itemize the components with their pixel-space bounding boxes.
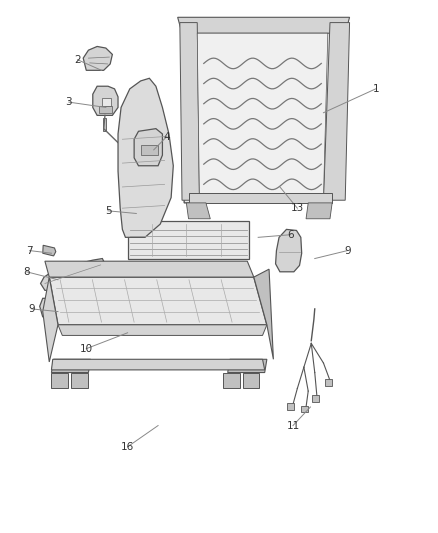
Polygon shape	[83, 46, 113, 70]
FancyBboxPatch shape	[71, 373, 88, 389]
Polygon shape	[40, 298, 79, 317]
Polygon shape	[180, 22, 199, 200]
Polygon shape	[51, 359, 91, 373]
FancyBboxPatch shape	[243, 373, 259, 389]
Polygon shape	[49, 277, 267, 325]
Polygon shape	[323, 22, 350, 200]
Text: 13: 13	[291, 203, 304, 213]
Text: 6: 6	[287, 230, 294, 240]
Text: 4: 4	[163, 132, 170, 142]
Polygon shape	[41, 259, 105, 290]
Text: 9: 9	[344, 246, 351, 256]
Text: 1: 1	[372, 84, 379, 94]
Text: 11: 11	[286, 421, 300, 431]
FancyBboxPatch shape	[102, 99, 111, 107]
FancyBboxPatch shape	[51, 373, 68, 389]
Polygon shape	[182, 22, 345, 203]
Polygon shape	[134, 128, 162, 166]
Polygon shape	[45, 261, 254, 277]
FancyBboxPatch shape	[223, 373, 240, 389]
Polygon shape	[186, 203, 210, 219]
Polygon shape	[43, 245, 56, 256]
Text: 3: 3	[66, 97, 72, 107]
FancyBboxPatch shape	[103, 118, 106, 131]
FancyBboxPatch shape	[312, 395, 319, 402]
Polygon shape	[228, 359, 267, 373]
FancyBboxPatch shape	[141, 144, 158, 155]
Polygon shape	[118, 78, 173, 237]
FancyBboxPatch shape	[188, 193, 332, 203]
Polygon shape	[178, 17, 350, 33]
FancyBboxPatch shape	[301, 406, 308, 413]
Polygon shape	[43, 277, 58, 362]
FancyBboxPatch shape	[325, 379, 332, 386]
Text: 10: 10	[80, 344, 93, 354]
FancyBboxPatch shape	[127, 221, 250, 259]
FancyBboxPatch shape	[287, 403, 294, 410]
Text: 8: 8	[23, 267, 30, 277]
Text: 16: 16	[121, 442, 134, 452]
Polygon shape	[306, 203, 332, 219]
Polygon shape	[58, 325, 267, 335]
FancyBboxPatch shape	[99, 107, 113, 113]
Polygon shape	[276, 229, 302, 272]
Text: 2: 2	[74, 55, 81, 64]
Text: 5: 5	[105, 206, 111, 216]
Polygon shape	[197, 33, 328, 198]
Polygon shape	[93, 86, 118, 115]
Text: 7: 7	[26, 246, 33, 256]
Text: 9: 9	[28, 304, 35, 314]
Polygon shape	[51, 359, 265, 370]
Polygon shape	[254, 269, 273, 359]
